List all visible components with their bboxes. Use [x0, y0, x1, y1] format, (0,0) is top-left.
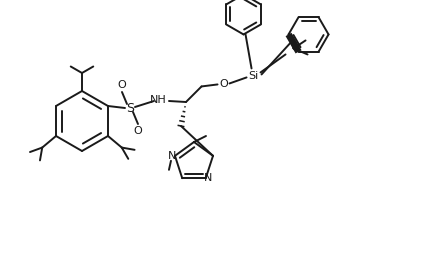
Text: Si: Si: [248, 71, 259, 81]
Text: O: O: [219, 80, 228, 89]
Text: N: N: [168, 151, 176, 161]
Text: O: O: [134, 126, 142, 136]
Text: S: S: [126, 102, 134, 114]
Text: N: N: [204, 173, 212, 183]
Text: O: O: [118, 80, 126, 90]
Text: NH: NH: [150, 95, 166, 105]
